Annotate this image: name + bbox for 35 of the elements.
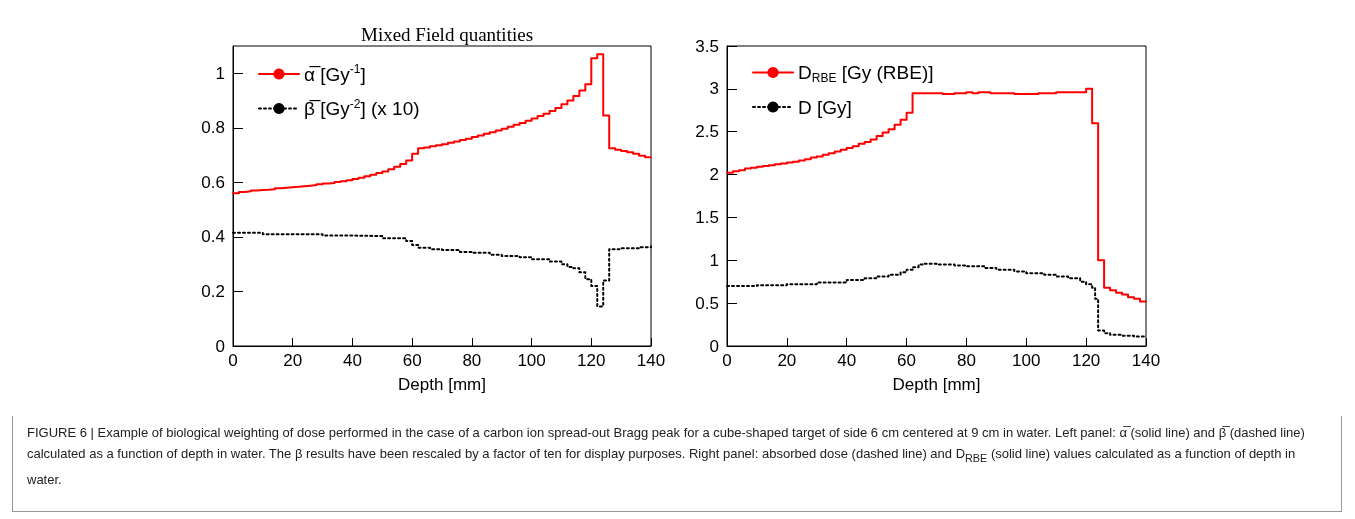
x-tick-label: 40 [837, 351, 857, 370]
y-tick-label: 0.8 [201, 118, 225, 138]
x-tick-label: 120 [577, 351, 606, 370]
x-tick-label: 140 [636, 351, 666, 370]
x-tick-label: 0 [722, 351, 732, 370]
x-tick-label: 60 [897, 351, 917, 370]
x-tick-label: 80 [956, 351, 976, 370]
y-tick-label: 0.2 [201, 281, 225, 301]
x-tick-label: 100 [517, 351, 546, 370]
x-tick-label: 0 [228, 351, 238, 370]
x-tick-label: 100 [1012, 351, 1041, 370]
y-tick-label: 0.5 [695, 293, 719, 313]
y-tick-label: 0.6 [201, 172, 225, 192]
x-tick-label: 20 [777, 351, 797, 370]
x-axis-title: Depth [mm] [892, 375, 981, 394]
y-tick-label: 3 [709, 79, 719, 99]
y-tick-label: 1 [709, 250, 719, 270]
x-tick-label: 60 [402, 351, 422, 370]
x-tick-label: 80 [462, 351, 482, 370]
y-tick-label: 1 [215, 63, 225, 83]
x-tick-label: 40 [342, 351, 362, 370]
chart-title: Mixed Field quantities [360, 24, 534, 45]
y-tick-label: 0.4 [201, 227, 225, 247]
x-tick-label: 120 [1071, 351, 1101, 370]
y-tick-label: 0 [709, 336, 719, 356]
y-tick-label: 0 [215, 336, 225, 356]
y-tick-label: 1.5 [695, 207, 719, 227]
x-axis-title: Depth [mm] [398, 375, 486, 394]
legend-label: D [Gy] [798, 96, 852, 118]
y-tick-label: 2.5 [695, 122, 719, 142]
y-tick-label: 2 [709, 165, 719, 185]
y-tick-label: 3.5 [695, 36, 719, 56]
x-tick-label: 140 [1131, 351, 1161, 370]
x-tick-label: 20 [283, 351, 303, 370]
text: FIGURE 6 | Example of biological weighting of dose performed in the case of a carbon ion spread-out Bragg peak for a cube-shaped target of side 6 cm centered at 9 cm in water. Left panel: α̅ (solid line) and β̅ (dashed line) calculated as a function of depth in water. The β results have been rescaled by a factor of ten for display purposes. Right panel: absorbed dose (dashed line) and D$_{RBE}$ (solid line) values calculated as a function of depth in water. [27, 425, 1305, 487]
